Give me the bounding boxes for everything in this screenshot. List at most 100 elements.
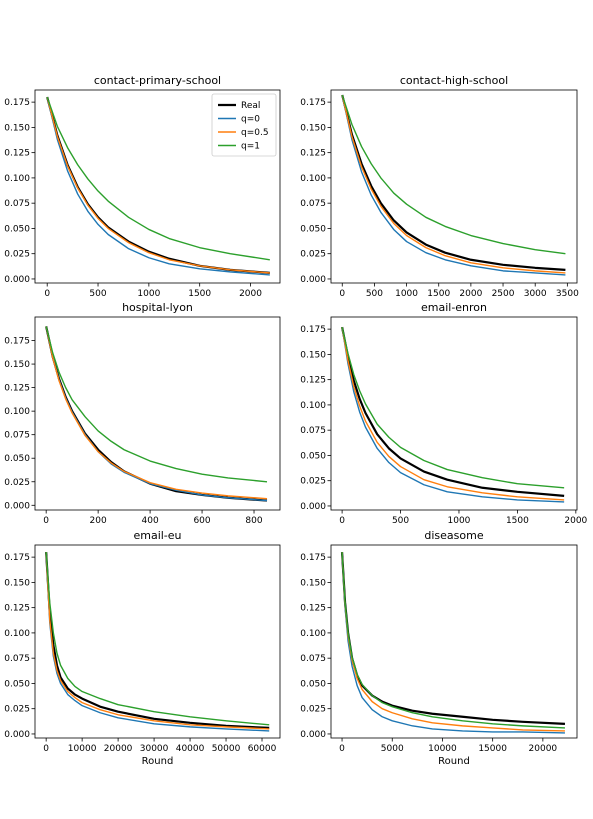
axes-frame — [34, 544, 281, 739]
x-tick-label: 1000 — [448, 516, 471, 526]
y-tick-label: 0.025 — [300, 705, 326, 715]
series-line-real — [341, 326, 565, 497]
chart-title: diseasome — [424, 529, 483, 542]
series-line-q-0 — [341, 94, 566, 276]
x-tick-label: 1500 — [506, 516, 529, 526]
y-tick-label: 0.050 — [300, 679, 326, 689]
x-tick-label: 2500 — [492, 289, 515, 299]
y-tick-label: 0.075 — [4, 654, 30, 664]
legend-box — [211, 93, 277, 157]
x-tick-label: 600 — [193, 516, 210, 526]
legend-label: q=0.5 — [241, 128, 269, 138]
series-line-q-0-5 — [45, 326, 268, 500]
x-tick-label: 3500 — [556, 289, 579, 299]
y-tick-label: 0.150 — [4, 360, 30, 370]
x-tick-label: 500 — [366, 289, 383, 299]
y-tick-label: 0.150 — [300, 123, 326, 133]
y-tick-label: 0.100 — [300, 174, 326, 184]
y-tick-label: 0.075 — [300, 199, 326, 209]
x-tick-label: 10000 — [68, 744, 97, 754]
x-tick-label: 0 — [43, 516, 49, 526]
x-tick-label: 0 — [43, 744, 49, 754]
subplot-3: 0 500 1000 1500 2000 0.000 0.025 0.050 0.075 0.10… — [300, 301, 587, 526]
y-tick-label: 0.050 — [300, 451, 326, 461]
x-axis-label: Round — [142, 756, 174, 767]
y-tick-label: 0.000 — [4, 275, 30, 285]
y-tick-label: 0.100 — [4, 629, 30, 639]
series-line-q-0-5 — [45, 552, 270, 730]
x-tick-label: 50000 — [212, 744, 241, 754]
legend-label: q=1 — [241, 142, 260, 152]
y-tick-label: 0.175 — [4, 98, 30, 108]
x-tick-label: 0 — [339, 289, 345, 299]
subplot-5: 0 5000 10000 15000 20000 0.000 0.025 0.050 0.075… — [300, 529, 578, 767]
series-line-real — [341, 94, 566, 271]
x-tick-label: 0 — [44, 289, 50, 299]
y-tick-label: 0.175 — [300, 553, 326, 563]
y-tick-label: 0.050 — [4, 679, 30, 689]
series-line-q-1 — [341, 94, 566, 255]
y-tick-label: 0.000 — [300, 275, 326, 285]
x-tick-label: 10000 — [428, 744, 457, 754]
y-tick-label: 0.175 — [300, 98, 326, 108]
y-tick-label: 0.125 — [300, 149, 326, 159]
subplot-1: 0 500 1000 1500 2000 2500 3000 3500 0.000 0.025 0.… — [300, 74, 579, 299]
axes-frame — [330, 544, 578, 739]
y-tick-label: 0.175 — [4, 553, 30, 563]
y-tick-label: 0.075 — [300, 654, 326, 664]
y-tick-label: 0.025 — [4, 705, 30, 715]
chart-title: hospital-lyon — [122, 301, 193, 314]
x-tick-label: 400 — [142, 516, 159, 526]
x-tick-label: 500 — [392, 516, 409, 526]
chart-title: email-eu — [133, 529, 181, 542]
axes-frame — [34, 316, 281, 511]
x-tick-label: 5000 — [381, 744, 404, 754]
x-tick-label: 2000 — [564, 516, 587, 526]
x-tick-label: 1500 — [188, 289, 211, 299]
axes-frame — [330, 316, 578, 511]
x-tick-label: 20000 — [104, 744, 133, 754]
x-tick-label: 200 — [90, 516, 107, 526]
series-line-q-1 — [46, 96, 270, 261]
series-line-q-0 — [45, 552, 270, 732]
y-tick-label: 0.125 — [300, 376, 326, 386]
x-tick-label: 1500 — [427, 289, 450, 299]
x-tick-label: 1000 — [137, 289, 160, 299]
y-tick-label: 0.150 — [300, 350, 326, 360]
chart-title: contact-primary-school — [94, 74, 221, 87]
x-tick-label: 30000 — [140, 744, 169, 754]
x-tick-label: 500 — [89, 289, 106, 299]
y-tick-label: 0.075 — [4, 199, 30, 209]
y-tick-label: 0.125 — [4, 384, 30, 394]
y-tick-label: 0.075 — [4, 431, 30, 441]
series-line-q-0 — [341, 552, 565, 734]
series-line-q-1 — [341, 326, 565, 489]
x-tick-label: 20000 — [529, 744, 558, 754]
subplot-0: 0 500 1000 1500 2000 0.000 0.025 0.050 0.075 0.10… — [4, 74, 281, 299]
axes-frame — [330, 89, 578, 284]
y-tick-label: 0.050 — [4, 454, 30, 464]
legend-label: q=0 — [241, 115, 260, 125]
series-line-q-0 — [45, 326, 268, 502]
y-tick-label: 0.100 — [4, 174, 30, 184]
x-tick-label: 1000 — [395, 289, 418, 299]
x-tick-label: 3000 — [524, 289, 547, 299]
x-axis-label: Round — [438, 756, 470, 767]
subplot-2: 0 200 400 600 800 0.000 0.025 0.050 0.075 0.100 0.… — [4, 301, 281, 526]
y-tick-label: 0.150 — [300, 578, 326, 588]
y-tick-label: 0.125 — [4, 604, 30, 614]
y-tick-label: 0.050 — [4, 224, 30, 234]
y-tick-label: 0.100 — [300, 401, 326, 411]
x-tick-label: 15000 — [478, 744, 507, 754]
axes-frame — [34, 89, 281, 284]
series-line-real — [45, 552, 270, 729]
y-tick-label: 0.025 — [300, 250, 326, 260]
y-tick-label: 0.175 — [4, 337, 30, 347]
y-tick-label: 0.050 — [300, 224, 326, 234]
y-tick-label: 0.125 — [4, 149, 30, 159]
y-tick-label: 0.000 — [4, 730, 30, 740]
y-tick-label: 0.025 — [4, 478, 30, 488]
series-line-q-1 — [45, 552, 270, 726]
legend: Real q=0 q=0.5 q=1 — [211, 93, 277, 157]
series-line-q-1 — [45, 326, 268, 483]
